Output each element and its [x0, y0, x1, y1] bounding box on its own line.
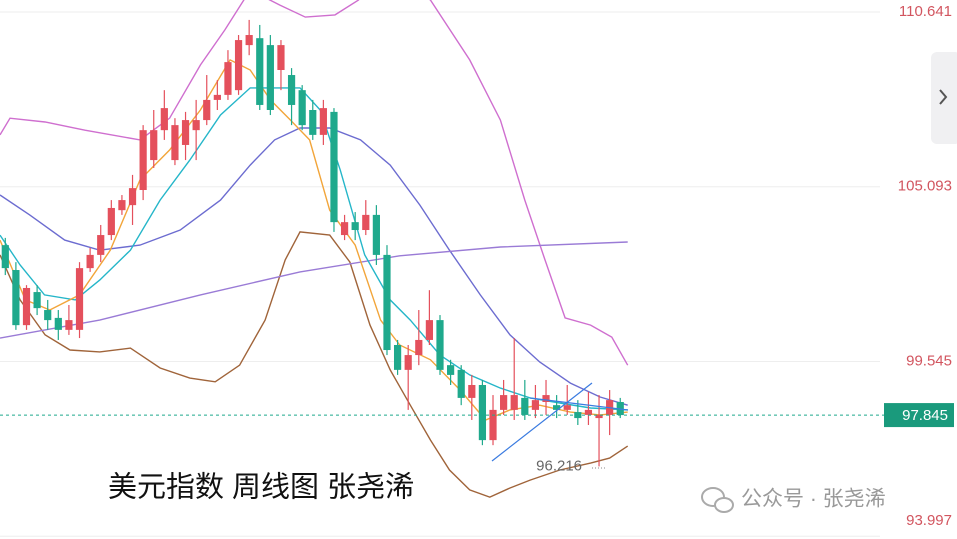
candle-body	[436, 320, 444, 370]
candle-body	[171, 125, 179, 161]
indicator-line	[0, 87, 628, 411]
grid	[0, 11, 880, 537]
candle-body	[489, 409, 497, 441]
candle-body	[372, 214, 380, 255]
candle-body	[107, 207, 115, 236]
candle-body	[22, 287, 31, 326]
trend-line	[491, 382, 593, 462]
y-tick-label: 93.997	[906, 512, 952, 529]
watermark: 公众号 · 张尧浠	[741, 488, 886, 511]
candle-body	[213, 94, 221, 100]
candle-body	[12, 270, 20, 326]
candle-body	[531, 400, 540, 410]
candle-body	[553, 405, 561, 410]
candle-body	[224, 62, 232, 95]
candle-body	[478, 384, 487, 441]
candle-body	[404, 355, 412, 370]
indicator-line	[0, 231, 629, 498]
candle-body	[192, 120, 200, 131]
last-price-box	[884, 403, 954, 428]
candle-body	[393, 344, 402, 370]
y-axis: 110.641 105.093 99.545 93.997 97.845	[0, 3, 954, 529]
candle-body	[160, 108, 168, 131]
candle-body	[563, 405, 571, 410]
candle-body	[234, 40, 243, 91]
candle-body	[351, 222, 359, 231]
chart-title: 美元指数 周线图 张尧浠	[108, 471, 414, 504]
y-tick-label: 110.641	[899, 3, 952, 20]
last-price-label: 97.845	[902, 407, 948, 424]
trend-line	[529, 397, 629, 411]
candle-body	[75, 268, 84, 330]
candles: 96.216	[1, 19, 624, 474]
indicator-line	[0, 0, 629, 366]
candle-body	[584, 409, 593, 415]
candle-body	[256, 38, 264, 105]
y-tick-label: 99.545	[906, 352, 952, 369]
candle-body	[266, 45, 274, 110]
indicator-lines	[0, 0, 629, 498]
candle-body	[287, 75, 296, 105]
candle-body	[118, 200, 126, 211]
candle-body	[277, 45, 285, 70]
candle-body	[181, 120, 190, 145]
candle-body	[309, 109, 317, 135]
candle-body	[415, 339, 423, 356]
candle-body	[128, 188, 137, 206]
candle-body	[97, 235, 105, 255]
candle-body	[500, 395, 508, 410]
indicator-line	[0, 127, 628, 406]
candle-body	[362, 214, 370, 231]
candle-body	[521, 397, 529, 415]
candle-body	[595, 414, 603, 419]
candle-body	[33, 292, 41, 309]
candle-body	[340, 222, 349, 236]
candle-body	[245, 35, 253, 46]
candle-body	[54, 317, 62, 330]
indicator-line	[0, 58, 628, 421]
candle-body	[86, 254, 94, 269]
candle-body	[203, 99, 211, 121]
candle-body	[298, 90, 306, 126]
indicator-line	[0, 241, 628, 339]
candle-body	[150, 130, 158, 161]
y-tick-label: 105.093	[898, 178, 952, 195]
low-label: 96.216	[536, 457, 582, 474]
candle-body	[139, 130, 147, 191]
wechat-icon	[701, 487, 734, 513]
candle-body	[383, 254, 391, 351]
candle-body	[44, 310, 52, 321]
candle-body	[1, 245, 9, 269]
candle-body	[447, 365, 455, 375]
candle-body	[510, 395, 518, 410]
candle-body	[65, 320, 73, 330]
candle-body	[319, 108, 327, 135]
expand-button[interactable]	[931, 52, 957, 144]
candle-body	[468, 384, 476, 398]
candle-body	[425, 320, 433, 340]
candle-body	[457, 369, 465, 398]
candle-body	[542, 395, 550, 403]
candle-body	[330, 111, 338, 223]
